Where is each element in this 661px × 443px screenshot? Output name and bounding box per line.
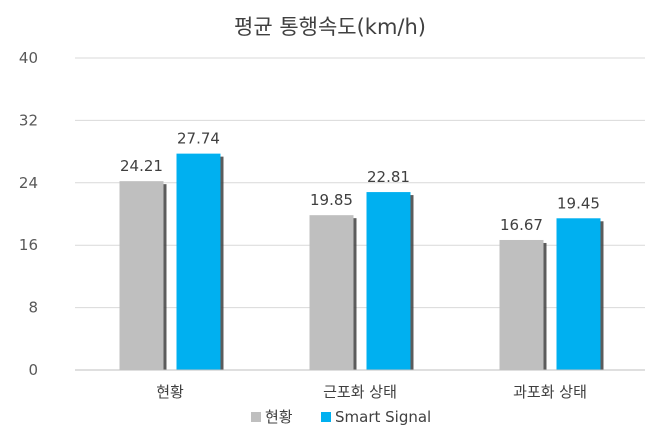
bar — [309, 215, 354, 370]
bar — [366, 192, 411, 370]
y-tick-label: 0 — [28, 361, 38, 379]
bar — [176, 153, 221, 370]
bar — [119, 181, 164, 370]
data-label: 22.81 — [367, 168, 410, 186]
y-tick-label: 32 — [19, 111, 38, 129]
y-tick-label: 40 — [19, 49, 38, 67]
x-tick-label: 근포화 상태 — [323, 383, 397, 401]
y-tick-label: 8 — [28, 299, 38, 317]
legend-swatch — [251, 412, 261, 422]
bar — [556, 218, 601, 370]
data-label: 27.74 — [177, 130, 220, 148]
legend-label: 현황 — [265, 408, 293, 426]
data-label: 24.21 — [120, 157, 163, 175]
legend-label: Smart Signal — [335, 408, 431, 426]
bar — [499, 239, 544, 370]
data-label: 19.85 — [310, 191, 353, 209]
y-tick-label: 24 — [19, 174, 38, 192]
legend: 현황 Smart Signal — [251, 408, 431, 426]
y-tick-label: 16 — [19, 236, 38, 254]
y-axis: 0 8 16 24 32 40 — [19, 49, 38, 379]
data-label: 16.67 — [500, 216, 543, 234]
chart-title: 평균 통행속도(km/h) — [234, 15, 426, 39]
bars: 24.21 27.74 19.85 22.81 16.67 19.45 — [119, 130, 604, 370]
x-axis: 현황 근포화 상태 과포화 상태 — [75, 369, 645, 401]
legend-swatch — [321, 412, 331, 422]
x-tick-label: 과포화 상태 — [513, 383, 587, 401]
x-tick-label: 현황 — [156, 383, 184, 401]
data-label: 19.45 — [557, 194, 600, 212]
